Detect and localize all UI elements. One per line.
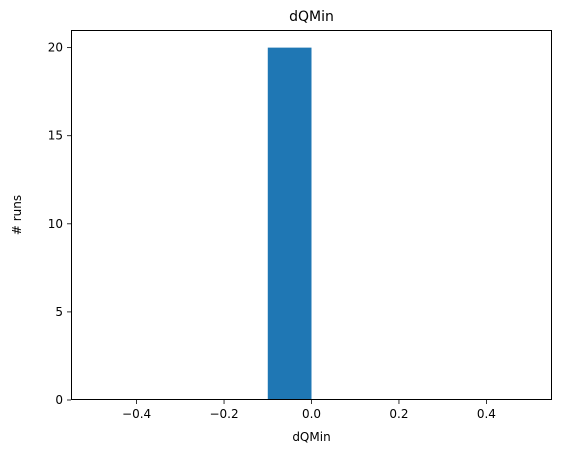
bars-group (267, 47, 312, 400)
y-tick-label: 0 (55, 393, 63, 407)
y-tick-label: 10 (48, 217, 63, 231)
histogram-bar-0 (267, 47, 312, 400)
plot-frame (71, 30, 552, 400)
x-tick-label: 0.2 (389, 407, 408, 421)
x-axis: −0.4 −0.2 0.0 0.2 0.4 (122, 400, 496, 421)
y-tick-label: 5 (55, 305, 63, 319)
x-tick-label: 0.0 (302, 407, 321, 421)
y-axis: 0 5 10 15 20 (48, 41, 71, 407)
chart-title: dQMin (289, 9, 334, 25)
y-tick-label: 15 (48, 129, 63, 143)
x-tick-label: −0.2 (209, 407, 238, 421)
x-tick-label: −0.4 (122, 407, 151, 421)
x-tick-label: 0.4 (477, 407, 496, 421)
y-axis-title: # runs (10, 195, 24, 235)
y-tick-label: 20 (48, 41, 63, 55)
x-axis-title: dQMin (292, 430, 330, 444)
